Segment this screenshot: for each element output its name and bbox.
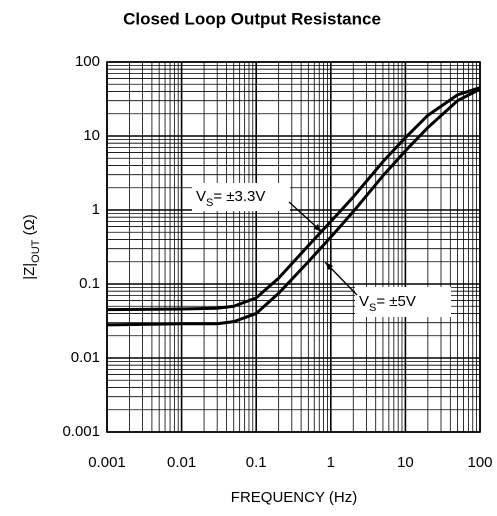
chart-title: Closed Loop Output Resistance — [123, 9, 381, 28]
x-tick-label: 0.1 — [246, 454, 267, 471]
line — [106, 86, 481, 312]
x-tick-label: 0.01 — [167, 454, 196, 471]
x-axis-label: FREQUENCY (Hz) — [231, 489, 357, 506]
y-axis-label-rest: (Ω) — [21, 214, 38, 239]
annotation-box — [355, 287, 451, 317]
annotation-rest: = ±5V — [376, 293, 416, 310]
annotation-sub: S — [206, 197, 213, 209]
y-tick-label: 0.1 — [79, 275, 100, 292]
annotation-box — [192, 183, 290, 211]
annotation: VS= ±5V — [359, 293, 416, 314]
x-tick-label: 100 — [467, 454, 492, 471]
y-axis-label-main: |Z| — [21, 263, 38, 280]
y-axis-label-sub: OUT — [30, 239, 42, 263]
x-tick-label: 0.001 — [88, 454, 126, 471]
y-tick-label: 0.001 — [62, 423, 100, 440]
y-tick-label: 10 — [83, 127, 100, 144]
x-tick-label: 10 — [397, 454, 414, 471]
line — [106, 87, 481, 327]
y-tick-label: 0.01 — [71, 349, 100, 366]
y-tick-label: 1 — [92, 201, 100, 218]
annotation: VS= ±3.3V — [196, 188, 265, 209]
annotation-rest: = ±3.3V — [213, 188, 265, 205]
y-axis-label: |Z|OUT (Ω) — [21, 214, 42, 280]
x-tick-label: 1 — [327, 454, 335, 471]
annotation-arrowhead — [313, 224, 322, 232]
plot-border — [106, 61, 481, 433]
annotation-arrowhead — [325, 262, 334, 271]
annotation-main: V — [196, 188, 206, 205]
annotation-main: V — [359, 293, 369, 310]
y-tick-label: 100 — [75, 53, 100, 70]
annotation-sub: S — [369, 302, 376, 314]
